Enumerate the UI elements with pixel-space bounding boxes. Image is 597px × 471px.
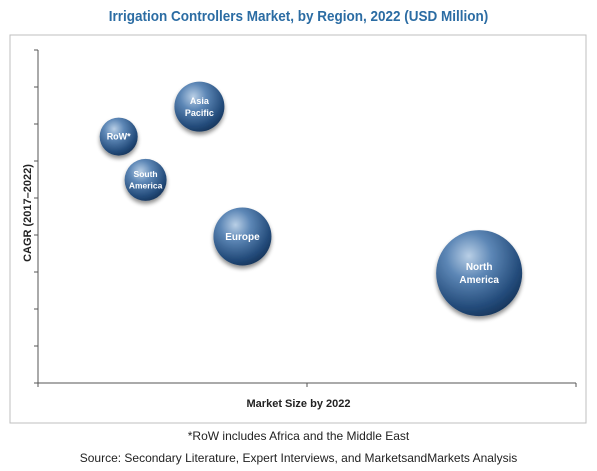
bubble: Europe [213,207,272,266]
bubble-label: Pacific [185,108,214,118]
bubble: South America [124,158,167,201]
bubble-label: Asia [190,96,210,106]
footnote: *RoW includes Africa and the Middle East [187,429,410,443]
chart-title: Irrigation Controllers Market, by Region… [108,8,489,25]
bubble-point [174,81,225,132]
bubble-label: America [129,181,163,191]
bubble-point [213,207,272,266]
source-note: Source: Secondary Literature, Expert Int… [79,451,518,465]
bubble: North America [436,230,523,317]
bubble: Asia Pacific [174,81,225,132]
bubble-label: South [134,169,158,179]
bubbles: Asia Pacific RoW* South America Europe North Am… [99,81,523,317]
y-axis-ticks [34,49,38,384]
x-axis-ticks [37,383,577,387]
x-axis-label: Market Size by 2022 [246,398,351,410]
bubble-label: RoW* [107,132,131,142]
bubble-point [99,117,138,156]
bubble-label: America [459,275,499,286]
chart-frame [9,34,587,424]
bubble: RoW* [99,117,138,156]
bubble-point [436,230,523,317]
y-axis-label: CAGR (2017–2022) [22,164,34,262]
bubble-label: North [466,262,493,273]
bubble-label: Europe [225,232,260,243]
bubble-point [124,158,167,201]
